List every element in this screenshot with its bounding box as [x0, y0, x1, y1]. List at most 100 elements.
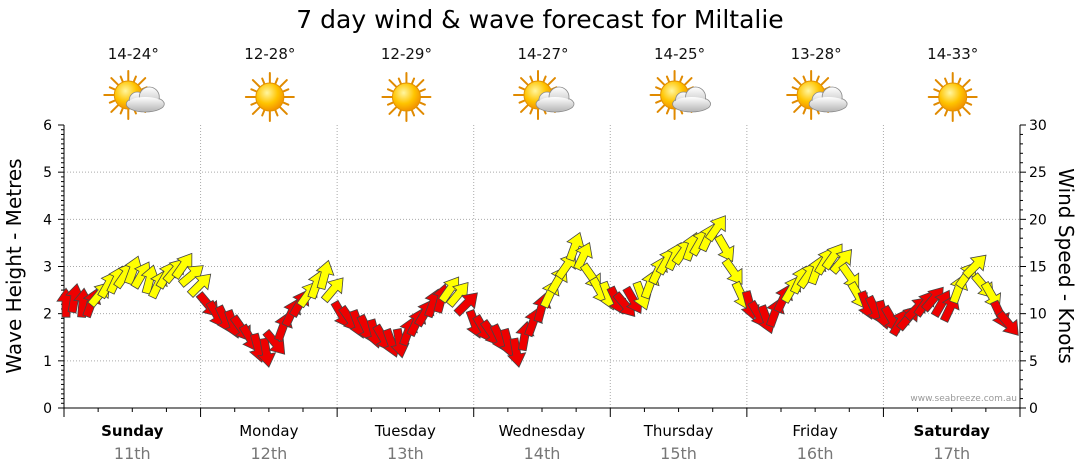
cloud-fill — [673, 97, 710, 111]
sun-ray — [683, 77, 693, 87]
wind-arrow — [320, 277, 344, 304]
cloud-fill — [127, 97, 164, 111]
sun-ray — [110, 77, 120, 87]
y-axis-right-label: Wind Speed - Knots — [1054, 168, 1078, 364]
y-axis-left-label: Wave Height - Metres — [2, 158, 26, 373]
sun-ray — [108, 99, 117, 104]
sun-ray — [132, 75, 137, 84]
cloud-shape — [535, 86, 575, 113]
left-tick-label: 6 — [43, 118, 52, 134]
sun-ray — [529, 106, 534, 115]
sun-ray — [520, 77, 530, 87]
sun-ray — [274, 108, 279, 117]
sun-ray — [250, 88, 258, 93]
sun-rays — [244, 72, 295, 122]
credit-text: www.seabreeze.com.au — [910, 394, 1017, 404]
sun-ray — [665, 106, 671, 115]
sun-ray — [802, 106, 807, 115]
partly-cloudy-icon — [513, 70, 575, 120]
sun-disc — [391, 82, 421, 112]
sun-ray — [415, 105, 425, 115]
sun-ray — [656, 103, 666, 113]
sun-ray — [656, 77, 666, 87]
day-name-label: Wednesday — [499, 422, 586, 440]
wind-arrow — [962, 254, 987, 280]
wind-arrow — [573, 241, 593, 272]
right-tick-label: 15 — [1029, 260, 1047, 276]
sun-ray — [815, 75, 820, 84]
sun-ray — [418, 101, 426, 106]
sun-ray — [944, 77, 949, 86]
wind-arrow — [507, 337, 527, 368]
partly-cloudy-icon — [649, 70, 711, 120]
day-name-label: Friday — [792, 422, 838, 440]
right-tick-label: 30 — [1029, 118, 1047, 134]
sun-ray — [964, 101, 973, 106]
sun-ray — [529, 75, 534, 84]
cloud-shape — [672, 86, 711, 113]
left-tick-label: 1 — [43, 354, 52, 370]
sun-ray — [546, 77, 556, 87]
sun-ray — [261, 77, 266, 86]
right-tick-label: 25 — [1029, 165, 1047, 181]
day-date-label: 12th — [250, 444, 287, 463]
left-tick-label: 2 — [43, 307, 52, 323]
sun-ray — [933, 101, 941, 106]
day-temp-range: 14-33° — [927, 45, 978, 63]
sun-ray — [388, 105, 398, 115]
wind-arrow — [256, 337, 277, 368]
sun-icon — [244, 72, 295, 122]
sun-ray — [791, 99, 800, 104]
day-date-label: 17th — [933, 444, 970, 463]
sun-ray — [961, 105, 971, 115]
left-tick-label: 0 — [43, 401, 52, 417]
sun-ray — [119, 106, 124, 115]
sun-ray — [110, 103, 120, 113]
sun-ray — [137, 77, 147, 87]
partly-cloudy-icon — [103, 70, 165, 120]
sun-ray — [678, 75, 684, 84]
wind-arrow — [453, 292, 478, 317]
sun-ray — [410, 108, 416, 117]
sun-ray — [542, 75, 547, 84]
sun-ray — [397, 77, 403, 86]
wind-arrow — [186, 273, 212, 298]
sun-ray — [119, 75, 124, 84]
partly-cloudy-icon — [786, 70, 848, 120]
sun-ray — [386, 101, 395, 106]
wind-arrow — [996, 310, 1019, 336]
sun-ray — [108, 86, 117, 91]
right-tick-label: 0 — [1029, 401, 1038, 417]
sun-ray — [520, 103, 530, 113]
sun-ray — [820, 77, 830, 87]
sun-ray — [934, 105, 944, 115]
sun-ray — [281, 101, 290, 106]
sun-ray — [655, 86, 663, 91]
wind-arrows — [56, 215, 1019, 368]
sun-ray — [278, 105, 288, 115]
day-temp-range: 14-25° — [654, 45, 705, 63]
day-name-label: Sunday — [101, 422, 164, 440]
wind-arrow — [714, 233, 735, 263]
sun-ray — [665, 75, 671, 84]
sun-ray — [793, 103, 803, 113]
left-tick-label: 5 — [43, 165, 52, 181]
sun-icon — [927, 72, 978, 122]
right-tick-label: 5 — [1029, 354, 1038, 370]
sun-ray — [251, 105, 261, 115]
day-name-label: Thursday — [643, 422, 714, 440]
right-tick-label: 20 — [1029, 212, 1047, 228]
right-tick-label: 10 — [1029, 307, 1047, 323]
wind-arrow — [829, 249, 853, 275]
wind-arrow — [721, 257, 743, 285]
day-name-label: Monday — [239, 422, 298, 440]
sun-rays — [927, 72, 978, 122]
wind-arrow — [704, 215, 726, 243]
wind-arrow — [315, 259, 335, 290]
sun-ray — [964, 88, 973, 93]
day-date-label: 16th — [797, 444, 834, 463]
sun-ray — [278, 79, 288, 89]
day-name-label: Tuesday — [374, 422, 436, 440]
day-date-label: 13th — [387, 444, 424, 463]
day-temp-range: 14-27° — [517, 45, 568, 63]
